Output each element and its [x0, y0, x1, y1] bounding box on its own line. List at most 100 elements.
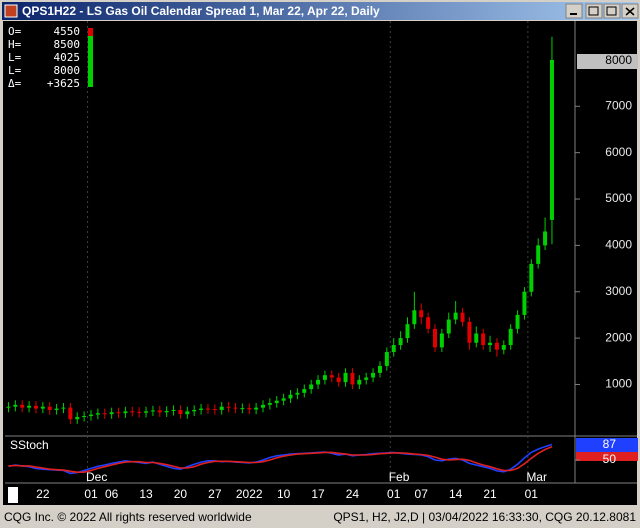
- candle-body: [33, 405, 38, 409]
- y-tick-label: 7000: [605, 98, 632, 112]
- candle-body: [109, 412, 114, 415]
- info-label: L=: [8, 51, 22, 64]
- stoch-value-box: [576, 438, 638, 452]
- candle-body: [522, 291, 527, 315]
- candle-body: [549, 59, 554, 220]
- candle-body: [488, 342, 493, 346]
- candle-body: [27, 405, 32, 408]
- candle-body: [261, 404, 265, 408]
- info-value: 4025: [54, 51, 81, 64]
- x-tick-label: 01: [525, 487, 539, 501]
- y-tick-label: 3000: [605, 284, 632, 298]
- stoch-tick-label: 50: [603, 452, 617, 466]
- restore-button[interactable]: [603, 3, 621, 19]
- candle-body: [426, 317, 431, 329]
- last-price-box: [577, 54, 638, 69]
- candle-body: [212, 409, 217, 411]
- x-tick-label: 20: [174, 487, 188, 501]
- info-label: H=: [8, 38, 22, 51]
- candle-body: [61, 407, 66, 409]
- y-tick-label: 2000: [605, 330, 632, 344]
- candle-body: [419, 310, 424, 318]
- candle-body: [123, 411, 128, 414]
- candle-body: [240, 408, 245, 410]
- candle-body: [398, 338, 403, 346]
- candle-body: [453, 312, 458, 320]
- footer-left: CQG Inc. © 2022 All rights reserved worl…: [4, 510, 252, 524]
- x-tick-label: 10: [277, 487, 291, 501]
- close-icon: [625, 7, 635, 16]
- candle-body: [219, 406, 224, 410]
- info-label: L=: [8, 64, 22, 77]
- candle-body: [6, 406, 11, 408]
- candle-body: [185, 411, 190, 415]
- candle-body: [82, 415, 87, 417]
- minimize-button[interactable]: [565, 3, 583, 19]
- x-tick-label: 01: [387, 487, 401, 501]
- window-title: QPS1H22 - LS Gas Oil Calendar Spread 1, …: [22, 4, 380, 18]
- month-label: Feb: [389, 470, 410, 484]
- candle-body: [536, 245, 541, 264]
- candle-body: [371, 372, 376, 378]
- info-label: O=: [8, 25, 22, 38]
- maximize-icon: [588, 6, 599, 16]
- candle-body: [350, 372, 355, 385]
- candle-body: [295, 392, 300, 395]
- x-tick-label: 07: [415, 487, 429, 501]
- candle-body: [199, 408, 204, 410]
- candle-body: [405, 324, 410, 339]
- candle-body: [316, 379, 321, 385]
- candle-body: [54, 408, 59, 410]
- chart-background: [3, 21, 637, 505]
- month-label: Dec: [86, 470, 107, 484]
- candle-body: [494, 342, 499, 350]
- maximize-button[interactable]: [585, 3, 603, 19]
- stoch-signal-box: [576, 452, 638, 461]
- restore-icon: [606, 6, 617, 16]
- candle-body: [474, 333, 479, 343]
- y-tick-label: 1000: [605, 377, 632, 391]
- candle-body: [233, 407, 238, 409]
- info-value: +3625: [47, 77, 80, 90]
- candle-body: [343, 372, 348, 383]
- candle-body: [267, 403, 272, 405]
- candle-body: [377, 365, 382, 373]
- candle-body: [13, 404, 18, 407]
- x-tick-label: 2022: [236, 487, 263, 501]
- stoch-title: SStoch: [10, 438, 49, 452]
- x-tick-label: 06: [105, 487, 119, 501]
- candle-body: [281, 398, 286, 401]
- scroll-handle[interactable]: [8, 487, 18, 503]
- candle-body: [171, 409, 176, 411]
- candle-body: [515, 314, 520, 329]
- candle-body: [501, 345, 506, 350]
- candle-body: [481, 333, 486, 346]
- candle-body: [391, 345, 396, 353]
- month-label: Mar: [526, 470, 547, 484]
- candle-body: [20, 404, 25, 408]
- candle-body: [467, 321, 472, 343]
- candle-body: [150, 410, 155, 412]
- candle-body: [68, 407, 73, 420]
- candle-body: [329, 375, 334, 378]
- x-tick-label: 13: [139, 487, 153, 501]
- stoch-value-label: 87: [603, 437, 617, 451]
- candle-body: [274, 400, 279, 404]
- info-bar-green: [88, 36, 93, 87]
- candle-body: [543, 231, 548, 246]
- candle-body: [508, 328, 513, 346]
- y-tick-label: 6000: [605, 145, 632, 159]
- footer-right: QPS1, H2, J2,D | 03/04/2022 16:33:30, CQ…: [333, 510, 636, 524]
- candle-body: [205, 408, 210, 410]
- info-bar-red: [88, 28, 93, 36]
- stoch-line: [8, 445, 553, 473]
- candle-body: [309, 384, 314, 390]
- x-tick-label: 27: [208, 487, 222, 501]
- candle-body: [364, 377, 369, 380]
- candle-body: [178, 409, 183, 415]
- candle-body: [302, 389, 307, 393]
- y-tick-label: 4000: [605, 238, 632, 252]
- app-icon: [4, 4, 18, 18]
